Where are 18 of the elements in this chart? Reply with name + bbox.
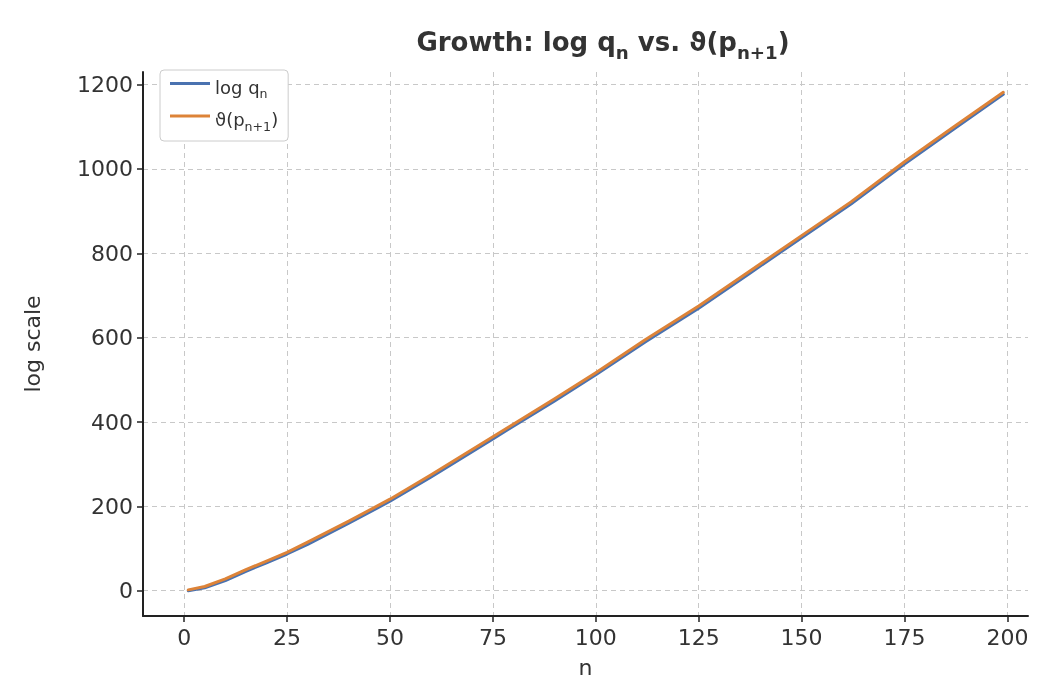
x-tick-label: 25 — [273, 624, 302, 650]
x-tick-label: 0 — [177, 624, 192, 650]
x-tick-label: 100 — [574, 624, 617, 650]
x-tick-label: 200 — [986, 624, 1029, 650]
y-tick-label: 0 — [119, 578, 133, 604]
x-tick-label: 150 — [780, 624, 823, 650]
y-tick-label: 1200 — [77, 72, 133, 98]
y-tick-label: 800 — [91, 240, 133, 266]
y-tick-label: 1000 — [77, 156, 133, 182]
x-axis-title: n — [578, 654, 593, 680]
x-tick-label: 75 — [478, 624, 507, 650]
y-tick-label: 400 — [91, 409, 133, 435]
x-tick-label: 175 — [883, 624, 926, 650]
y-tick-label: 200 — [91, 493, 133, 519]
x-tick-label: 50 — [375, 624, 404, 650]
x-tick-label: 125 — [677, 624, 720, 650]
y-axis-title: log scale — [19, 295, 45, 393]
y-tick-label: 600 — [91, 325, 133, 351]
